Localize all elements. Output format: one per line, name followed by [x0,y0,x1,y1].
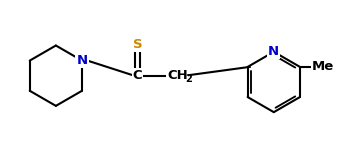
Text: Me: Me [312,60,334,73]
Text: N: N [268,45,279,58]
Text: S: S [133,38,143,51]
Text: C: C [133,69,143,82]
Text: 2: 2 [185,74,192,84]
Text: CH: CH [167,69,188,82]
Text: N: N [76,54,88,67]
